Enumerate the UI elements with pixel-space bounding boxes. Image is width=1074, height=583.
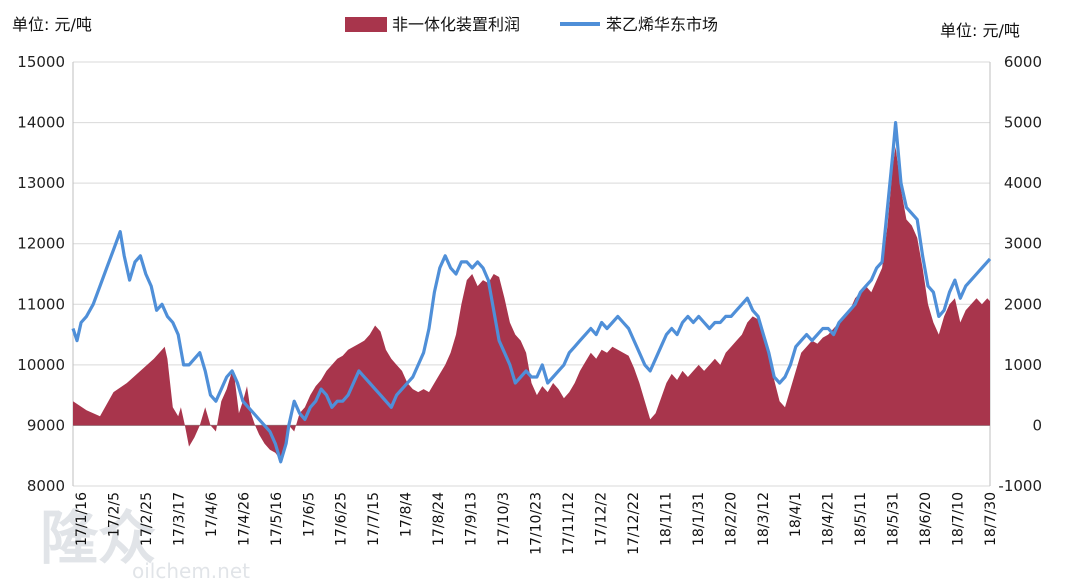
x-tick-label: 18/1/11	[658, 492, 674, 546]
legend: 非一体化装置利润 苯乙烯华东市场	[345, 15, 718, 34]
x-tick-label: 17/8/4	[399, 492, 415, 537]
left-tick-label: 13000	[17, 174, 65, 192]
x-tick-label: 18/6/20	[918, 492, 934, 546]
x-tick-label: 17/11/12	[561, 492, 577, 555]
right-axis: -1000 0 1000 2000 3000 4000 5000 6000	[998, 53, 1042, 495]
left-tick-label: 9000	[27, 416, 65, 434]
x-tick-label: 17/10/23	[529, 492, 545, 555]
right-tick-label: 5000	[1004, 114, 1042, 132]
legend-label-styrene: 苯乙烯华东市场	[606, 15, 718, 34]
x-tick-label: 18/4/21	[821, 492, 837, 546]
left-tick-label: 10000	[17, 356, 65, 374]
right-tick-label: 0	[1032, 416, 1042, 434]
x-tick-label: 17/4/26	[236, 492, 252, 546]
x-tick-label: 17/4/6	[204, 492, 220, 537]
x-tick-label: 18/5/31	[886, 492, 902, 546]
series-line-styrene	[71, 121, 992, 464]
x-tick-label: 18/3/12	[756, 492, 772, 546]
right-tick-label: 1000	[1004, 356, 1042, 374]
right-tick-label: 3000	[1004, 235, 1042, 253]
right-tick-label: 2000	[1004, 295, 1042, 313]
series-layer	[71, 121, 992, 464]
left-tick-label: 12000	[17, 235, 65, 253]
legend-swatch-profit	[345, 17, 387, 32]
x-tick-label: 17/3/17	[171, 492, 187, 546]
x-tick-label: 17/5/16	[269, 492, 285, 546]
x-tick-label: 17/8/24	[431, 492, 447, 546]
x-tick-label: 18/4/1	[788, 492, 804, 537]
x-tick-label: 17/2/5	[107, 492, 123, 537]
right-tick-label: 4000	[1004, 174, 1042, 192]
x-tick-label: 17/1/16	[74, 492, 90, 546]
right-axis-unit: 单位: 元/吨	[940, 21, 1020, 40]
right-tick-label: -1000	[998, 477, 1042, 495]
x-tick-label: 17/6/25	[334, 492, 350, 546]
x-tick-label: 17/2/25	[139, 492, 155, 546]
left-axis-unit: 单位: 元/吨	[12, 15, 92, 34]
series-area-profit	[73, 146, 990, 462]
x-axis: 17/1/16 17/2/5 17/2/25 17/3/17 17/4/6 17/4/26…	[74, 492, 999, 555]
x-tick-label: 17/12/2	[593, 492, 609, 546]
watermark-url: oilchem.net	[132, 559, 250, 583]
legend-label-profit: 非一体化装置利润	[392, 15, 520, 34]
left-tick-label: 11000	[17, 295, 65, 313]
right-tick-label: 6000	[1004, 53, 1042, 71]
x-tick-label: 17/7/15	[366, 492, 382, 546]
x-tick-label: 18/7/30	[983, 492, 999, 546]
watermark-brand: 隆众	[40, 504, 156, 572]
left-tick-label: 14000	[17, 114, 65, 132]
x-tick-label: 17/12/22	[626, 492, 642, 555]
x-tick-label: 17/9/13	[464, 492, 480, 546]
left-axis: 8000 9000 10000 11000 12000 13000 14000 15000	[17, 53, 65, 495]
x-tick-label: 18/1/31	[691, 492, 707, 546]
x-tick-label: 18/2/20	[723, 492, 739, 546]
x-tick-label: 18/7/10	[951, 492, 967, 546]
left-tick-label: 8000	[27, 477, 65, 495]
x-tick-label: 17/10/3	[496, 492, 512, 546]
x-tick-label: 17/6/5	[301, 492, 317, 537]
x-tick-label: 18/5/11	[853, 492, 869, 546]
watermark: 隆众 oilchem.net	[40, 504, 250, 583]
left-tick-label: 15000	[17, 53, 65, 71]
